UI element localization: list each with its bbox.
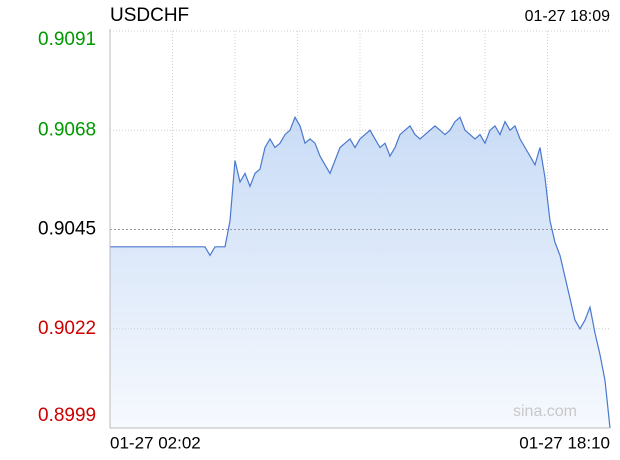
y-tick-label: 0.9091 — [38, 29, 96, 50]
x-tick-label: 01-27 18:10 — [519, 433, 610, 452]
y-tick-label: 0.9068 — [38, 119, 96, 140]
watermark: sina.com — [513, 403, 577, 420]
line — [110, 115, 611, 429]
y-tick-label: 0.8999 — [38, 405, 96, 426]
y-tick-label: 0.9022 — [38, 318, 96, 339]
area — [110, 117, 610, 429]
chart-title: USDCHF — [110, 5, 189, 26]
timestamp: 01-27 18:09 — [525, 8, 611, 25]
x-tick-label: 01-27 02:02 — [110, 433, 201, 452]
y-tick-label: 0.9045 — [38, 219, 96, 240]
